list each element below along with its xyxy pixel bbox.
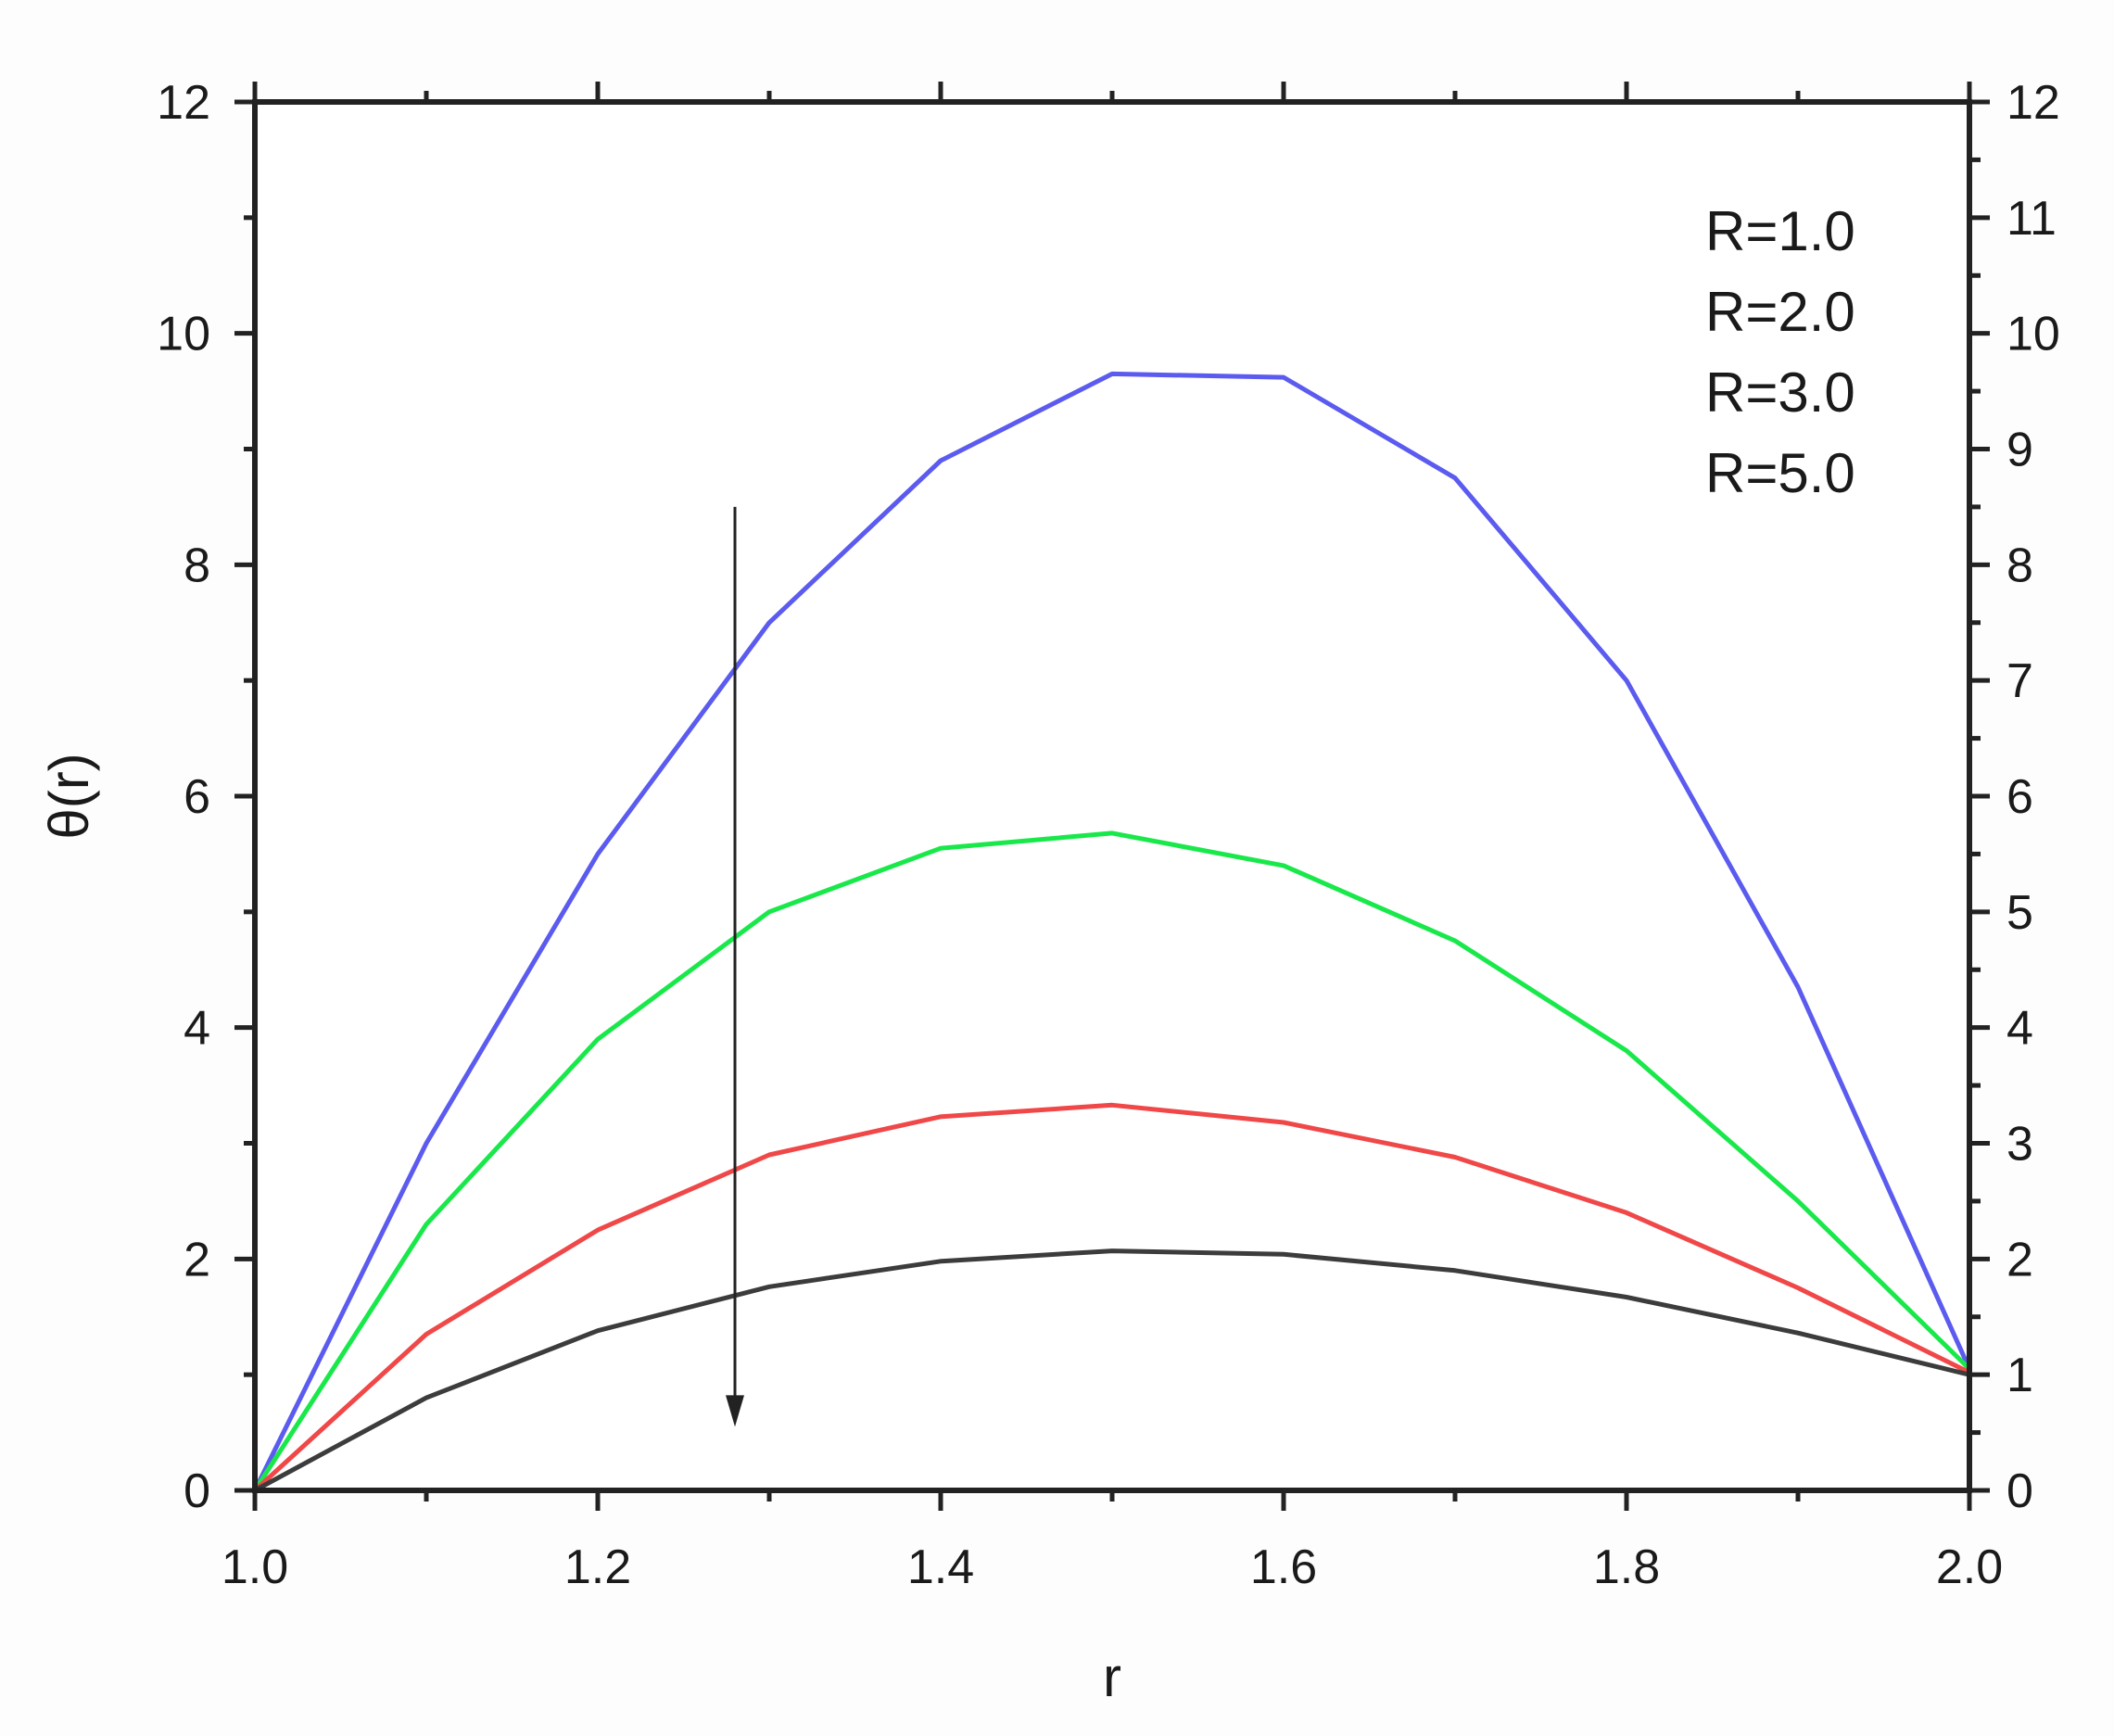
y-tick-label: 2 xyxy=(184,1233,210,1286)
y-axis-title: θ(r) xyxy=(38,753,100,839)
plot-area xyxy=(255,102,1969,1490)
x-tick-label: 1.8 xyxy=(1593,1540,1660,1594)
y2-tick-label: 8 xyxy=(2006,539,2033,592)
legend-label: R=1.0 xyxy=(1705,200,1855,262)
series-lines xyxy=(252,371,1972,1493)
y2-tick-label: 1 xyxy=(2006,1349,2033,1402)
legend-label: R=3.0 xyxy=(1705,361,1855,424)
axis-ticks xyxy=(234,82,1990,1511)
x-tick-label: 1.0 xyxy=(222,1540,288,1594)
y2-tick-label: 0 xyxy=(2006,1464,2033,1518)
y-tick-label: 10 xyxy=(157,308,210,361)
y2-tick-label: 6 xyxy=(2006,770,2033,824)
x-tick-label: 1.4 xyxy=(907,1540,974,1594)
x-tick-label: 1.2 xyxy=(564,1540,631,1594)
series-line-r-2-0 xyxy=(252,830,1971,1492)
series-line-r-5-0 xyxy=(253,1248,1970,1493)
y-tick-label: 4 xyxy=(184,1002,210,1056)
y-tick-label: 0 xyxy=(184,1464,210,1518)
annotations xyxy=(726,506,744,1427)
y2-tick-label: 7 xyxy=(2006,654,2033,708)
legend-label: R=2.0 xyxy=(1705,281,1855,343)
trend-arrow-head xyxy=(726,1395,744,1427)
y2-tick-label: 12 xyxy=(2006,76,2060,130)
y2-tick-label: 10 xyxy=(2006,308,2060,361)
y-tick-label: 12 xyxy=(157,76,210,130)
legend-label: R=5.0 xyxy=(1705,442,1855,504)
y2-tick-label: 3 xyxy=(2006,1118,2033,1172)
series-line-r-1-0 xyxy=(252,371,1972,1492)
y-tick-label: 6 xyxy=(184,770,210,824)
y2-tick-label: 9 xyxy=(2006,424,2033,477)
y2-tick-label: 4 xyxy=(2006,1002,2033,1056)
y2-tick-label: 11 xyxy=(2006,192,2057,246)
y2-tick-label: 5 xyxy=(2006,886,2033,940)
y2-tick-label: 2 xyxy=(2006,1233,2033,1286)
legend: R=1.0 R=2.0 R=3.0 R=5.0 xyxy=(1705,200,1855,504)
tick-labels: 1.0 1.2 1.4 1.6 1.8 2.00246810120123456789101… xyxy=(157,76,2060,1594)
x-axis-title: r xyxy=(1103,1646,1121,1708)
x-tick-label: 2.0 xyxy=(1936,1540,2003,1594)
y-tick-label: 8 xyxy=(184,539,210,592)
x-tick-label: 1.6 xyxy=(1250,1540,1317,1594)
series-line-r-3-0 xyxy=(253,1102,1971,1492)
